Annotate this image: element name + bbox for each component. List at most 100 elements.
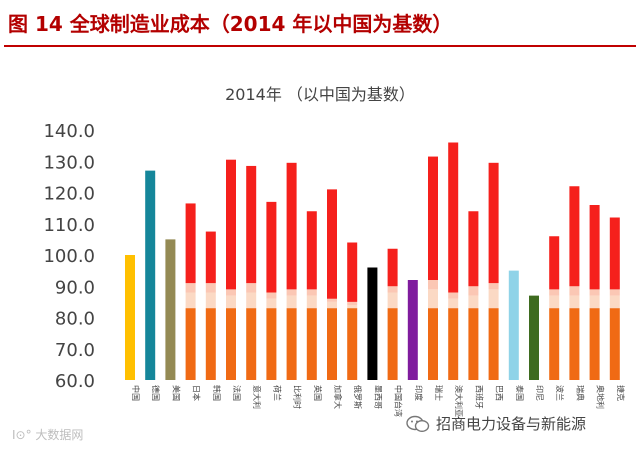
x-tick-label: 西班牙 xyxy=(474,385,484,409)
x-tick-label: 日本 xyxy=(192,385,202,401)
bar-8-segment-0 xyxy=(286,308,297,380)
y-tick-label: 130.0 xyxy=(43,152,95,173)
bar-6-segment-0 xyxy=(246,308,257,380)
x-tick-label: 中国 xyxy=(131,385,141,401)
bar-23-segment-0 xyxy=(589,308,600,380)
bar-6-segment-1 xyxy=(246,292,257,309)
x-tick-label: 加拿大 xyxy=(333,385,343,409)
bar-24-segment-0 xyxy=(609,308,620,380)
x-tick-label: 波兰 xyxy=(555,385,565,401)
bar-11-segment-0 xyxy=(347,308,358,380)
bar-6-segment-3 xyxy=(246,165,257,284)
x-tick-label: 瑞士 xyxy=(434,385,444,401)
bar-16-segment-3 xyxy=(448,142,459,293)
bar-18-segment-3 xyxy=(488,162,499,284)
bar-19 xyxy=(508,270,519,380)
bar-21-segment-2 xyxy=(549,289,560,296)
bar-14 xyxy=(407,280,418,380)
bar-3-segment-0 xyxy=(185,308,196,380)
bar-16-segment-2 xyxy=(448,292,459,299)
bar-11-segment-2 xyxy=(347,301,358,305)
bar-22-segment-3 xyxy=(569,186,580,287)
bar-24-segment-2 xyxy=(609,289,620,296)
bar-10-segment-3 xyxy=(327,189,337,299)
bar-21-segment-3 xyxy=(549,236,560,290)
bar-6-segment-2 xyxy=(246,283,257,293)
y-tick-label: 80.0 xyxy=(55,309,95,330)
bar-4-segment-1 xyxy=(205,292,216,309)
bar-3-segment-1 xyxy=(185,292,196,309)
bar-17-segment-3 xyxy=(468,211,479,287)
bars xyxy=(125,142,620,380)
bar-22-segment-2 xyxy=(569,286,580,296)
bar-12 xyxy=(367,267,378,380)
wechat-icon xyxy=(406,415,430,432)
bar-7-segment-1 xyxy=(266,298,277,309)
bar-9-segment-1 xyxy=(306,295,317,309)
y-tick-label: 110.0 xyxy=(43,215,95,236)
bar-21-segment-1 xyxy=(549,295,560,309)
bar-4-segment-2 xyxy=(205,283,216,293)
bar-15-segment-3 xyxy=(428,156,438,280)
chart-title: 2014年 （以中国为基数） xyxy=(225,85,415,104)
bar-15-segment-1 xyxy=(428,289,438,309)
y-tick-label: 100.0 xyxy=(43,246,95,267)
x-tick-label: 美国 xyxy=(171,385,181,401)
x-tick-label: 意大利 xyxy=(252,385,262,409)
bar-18-segment-2 xyxy=(488,283,499,290)
bar-10-segment-0 xyxy=(327,308,337,380)
bar-5-segment-0 xyxy=(226,308,236,380)
bar-15-segment-0 xyxy=(428,308,438,380)
bar-13-segment-2 xyxy=(387,286,398,293)
x-tick-label: 比利时 xyxy=(293,385,303,409)
bar-23-segment-2 xyxy=(589,289,600,296)
bar-7-segment-3 xyxy=(266,201,277,293)
x-tick-label: 墨西哥 xyxy=(373,385,382,409)
y-tick-label: 70.0 xyxy=(55,340,95,361)
x-tick-label: 中国台湾 xyxy=(394,385,404,417)
x-tick-label: 捷克 xyxy=(616,385,626,401)
bar-10-segment-2 xyxy=(327,298,337,302)
bar-7-segment-0 xyxy=(266,308,277,380)
bar-5-segment-2 xyxy=(226,289,236,296)
bar-17-segment-2 xyxy=(468,286,479,296)
bar-16-segment-1 xyxy=(448,298,459,309)
bar-9-segment-0 xyxy=(306,308,317,380)
bar-5-segment-1 xyxy=(226,295,236,309)
bar-3-segment-2 xyxy=(185,283,196,293)
bar-4-segment-3 xyxy=(205,231,216,284)
bar-17-segment-1 xyxy=(468,295,479,309)
bar-9-segment-3 xyxy=(306,211,317,290)
x-tick-label: 泰国 xyxy=(515,385,525,401)
y-tick-label: 140.0 xyxy=(43,121,95,142)
x-tick-label: 瑞典 xyxy=(575,385,585,401)
x-tick-label: 德国 xyxy=(151,385,161,401)
watermark-right: 招商电力设备与新能源 xyxy=(406,413,586,434)
bar-18-segment-0 xyxy=(488,308,499,380)
bar-21-segment-0 xyxy=(549,308,560,380)
figure-title: 图 14 全球制造业成本（2014 年以中国为基数） xyxy=(8,12,453,36)
bar-15-segment-2 xyxy=(428,280,438,290)
bar-0 xyxy=(125,255,135,380)
bar-13-segment-1 xyxy=(387,292,398,309)
y-tick-label: 90.0 xyxy=(55,277,95,298)
bar-11-segment-3 xyxy=(347,242,358,302)
x-tick-label: 法国 xyxy=(232,385,242,401)
bar-17-segment-0 xyxy=(468,308,479,380)
bar-20 xyxy=(529,295,539,380)
bar-8-segment-3 xyxy=(286,162,297,290)
bar-1 xyxy=(145,170,156,380)
watermark-right-text: 招商电力设备与新能源 xyxy=(436,415,587,433)
bar-13-segment-3 xyxy=(387,248,398,287)
bar-16-segment-0 xyxy=(448,308,459,380)
x-tick-label: 澳大利亚 xyxy=(454,385,464,417)
y-tick-label: 60.0 xyxy=(55,371,95,392)
x-tick-label: 巴西 xyxy=(495,385,504,401)
bar-11-segment-1 xyxy=(347,305,358,309)
bar-23-segment-1 xyxy=(589,295,600,309)
title-divider xyxy=(4,45,636,47)
x-tick-label: 俄罗斯 xyxy=(353,385,363,409)
bar-8-segment-1 xyxy=(286,295,297,309)
bar-23-segment-3 xyxy=(589,205,600,290)
watermark-left: I⊙° 大数据网 xyxy=(12,428,84,442)
